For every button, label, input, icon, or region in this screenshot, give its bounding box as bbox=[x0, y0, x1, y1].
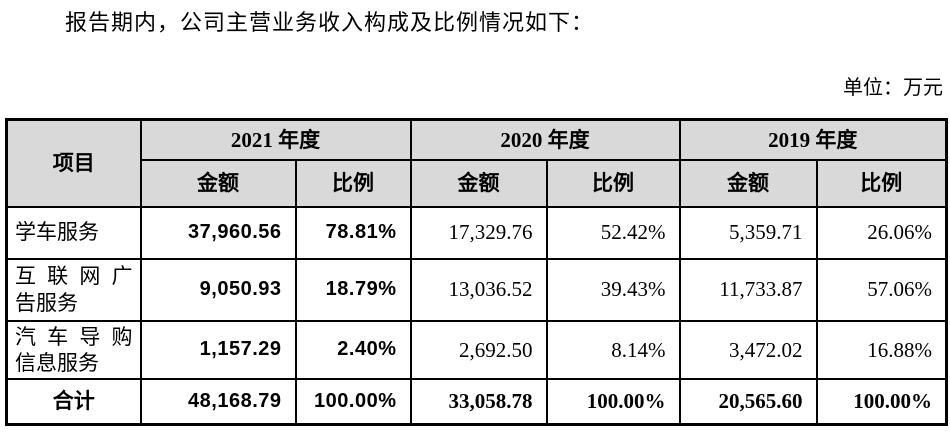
ratio-cell: 100.00% bbox=[294, 378, 412, 425]
row-label: 汽车导购 信息服务 bbox=[5, 319, 142, 380]
amount-cell: 9,050.93 bbox=[139, 257, 297, 322]
header-year-2021: 2021 年度 bbox=[139, 118, 412, 161]
amount-cell: 37,960.56 bbox=[139, 205, 297, 260]
ratio-cell: 39.43% bbox=[545, 257, 681, 322]
row-label-line: 告服务 bbox=[15, 290, 78, 315]
table-row-driving-service: 学车服务 37,960.56 78.81% 17,329.76 52.42% 5… bbox=[5, 205, 948, 260]
header-amount-2021: 金额 bbox=[139, 158, 297, 208]
amount-cell: 20,565.60 bbox=[678, 378, 818, 425]
row-label-line: 学车服务 bbox=[15, 220, 99, 245]
row-label: 互联网广 告服务 bbox=[5, 257, 142, 322]
ratio-cell: 78.81% bbox=[294, 205, 412, 260]
header-amount-2019: 金额 bbox=[678, 158, 818, 208]
header-year-2019: 2019 年度 bbox=[678, 118, 948, 161]
header-amount-2020: 金额 bbox=[409, 158, 548, 208]
ratio-cell: 16.88% bbox=[815, 319, 948, 380]
revenue-composition-table: 项目 2021 年度 2020 年度 2019 年度 金额 比例 金额 比例 金… bbox=[5, 118, 948, 426]
amount-cell: 48,168.79 bbox=[139, 378, 297, 425]
amount-cell: 13,036.52 bbox=[409, 257, 548, 322]
ratio-cell: 52.42% bbox=[545, 205, 681, 260]
amount-cell: 1,157.29 bbox=[139, 319, 297, 380]
row-label-line: 互联网广 bbox=[15, 264, 133, 289]
amount-cell: 17,329.76 bbox=[409, 205, 548, 260]
ratio-cell: 100.00% bbox=[815, 378, 948, 425]
table-row-car-guide-info: 汽车导购 信息服务 1,157.29 2.40% 2,692.50 8.14% … bbox=[5, 319, 948, 380]
ratio-cell: 57.06% bbox=[815, 257, 948, 322]
ratio-cell: 18.79% bbox=[294, 257, 412, 322]
header-ratio-2021: 比例 bbox=[294, 158, 412, 208]
table-row-total: 合计 48,168.79 100.00% 33,058.78 100.00% 2… bbox=[5, 378, 948, 425]
header-ratio-2019: 比例 bbox=[815, 158, 948, 208]
document-page: 报告期内，公司主营业务收入构成及比例情况如下： 单位：万元 项目 2021 年度… bbox=[5, 10, 948, 426]
amount-cell: 11,733.87 bbox=[678, 257, 818, 322]
header-row-years: 项目 2021 年度 2020 年度 2019 年度 bbox=[5, 118, 948, 208]
header-ratio-2020: 比例 bbox=[545, 158, 681, 208]
ratio-cell: 2.40% bbox=[294, 319, 412, 380]
table-row-internet-ads: 互联网广 告服务 9,050.93 18.79% 13,036.52 39.43… bbox=[5, 257, 948, 322]
intro-paragraph: 报告期内，公司主营业务收入构成及比例情况如下： bbox=[65, 10, 595, 35]
total-label: 合计 bbox=[5, 378, 142, 425]
row-label-line: 信息服务 bbox=[15, 350, 99, 375]
row-label-line: 汽车导购 bbox=[15, 324, 133, 349]
row-label: 学车服务 bbox=[5, 205, 142, 260]
header-year-2020: 2020 年度 bbox=[409, 118, 681, 161]
ratio-cell: 100.00% bbox=[545, 378, 681, 425]
amount-cell: 3,472.02 bbox=[678, 319, 818, 380]
header-row-sub: 金额 比例 金额 比例 金额 比例 bbox=[7, 158, 948, 208]
ratio-cell: 26.06% bbox=[815, 205, 948, 260]
amount-cell: 33,058.78 bbox=[409, 378, 548, 425]
amount-cell: 5,359.71 bbox=[678, 205, 818, 260]
header-item: 项目 bbox=[5, 118, 142, 208]
amount-cell: 2,692.50 bbox=[409, 319, 548, 380]
unit-label: 单位：万元 bbox=[843, 77, 943, 99]
ratio-cell: 8.14% bbox=[545, 319, 681, 380]
